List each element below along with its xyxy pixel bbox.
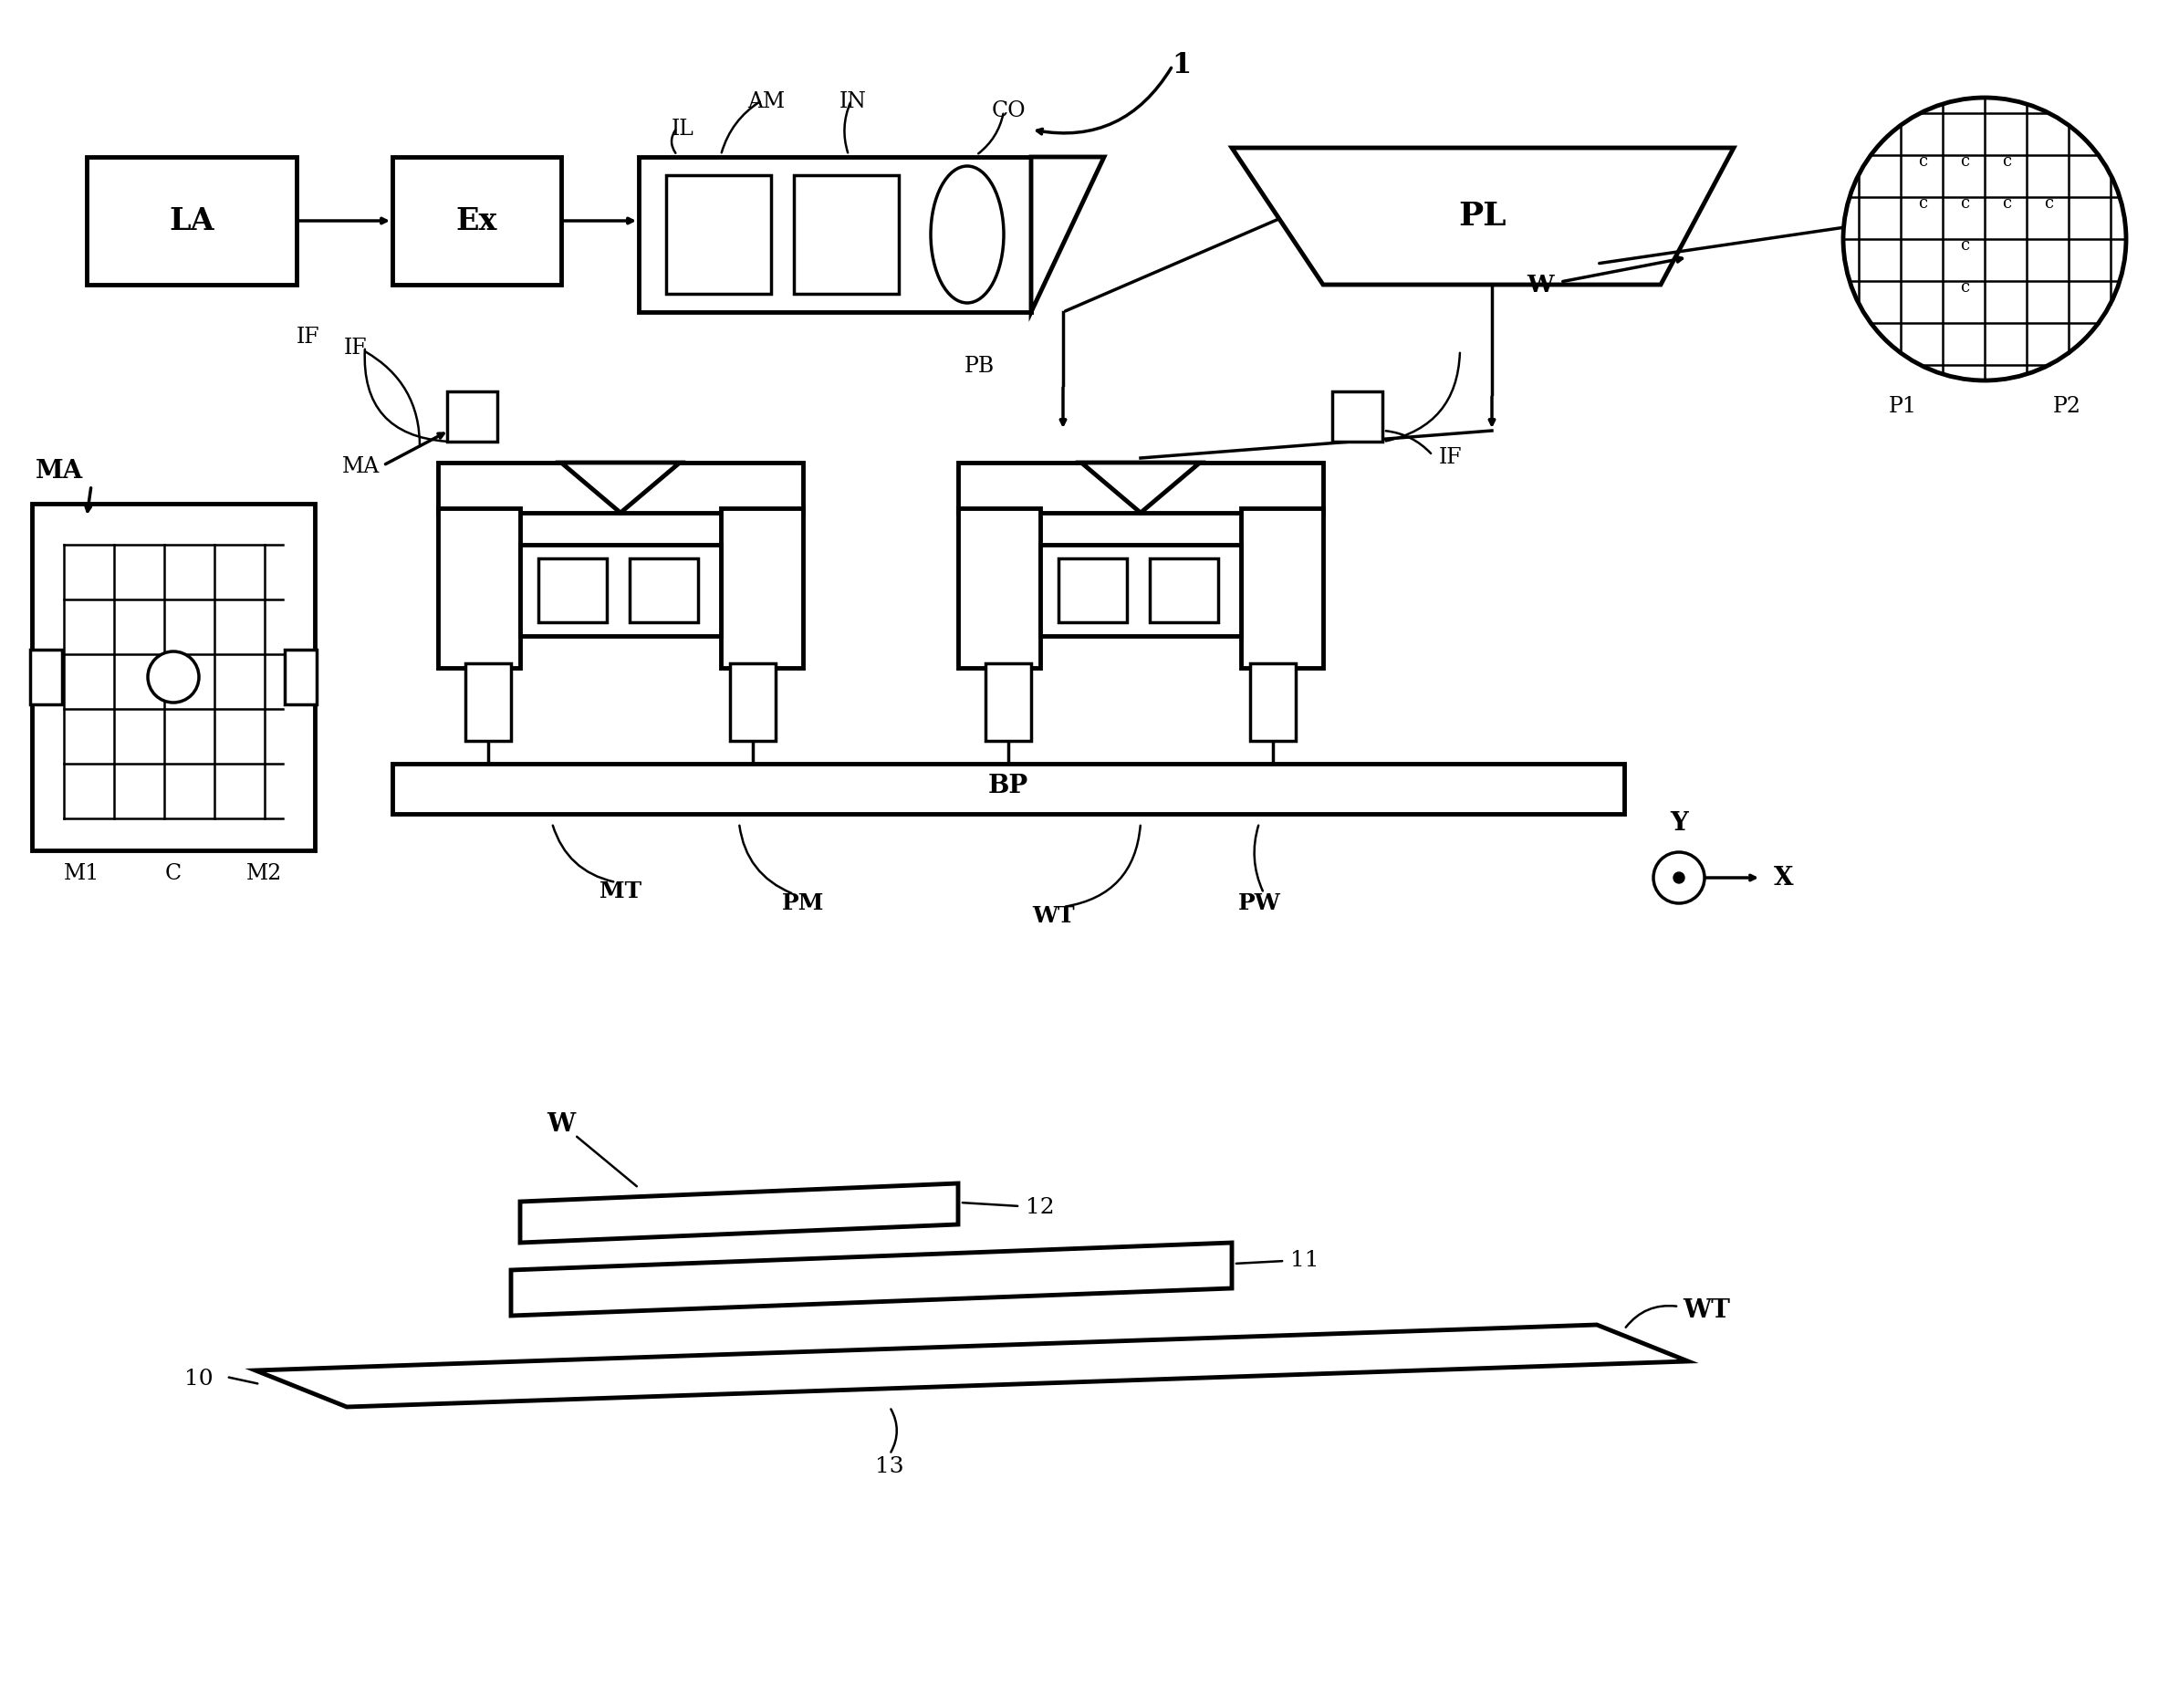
Text: MA: MA — [342, 456, 379, 478]
Bar — [285, 649, 316, 704]
Bar — [630, 559, 697, 622]
Text: 1: 1 — [1172, 51, 1192, 80]
Bar — [1151, 559, 1218, 622]
Text: M2: M2 — [246, 863, 283, 883]
Text: P1: P1 — [1889, 396, 1918, 417]
Bar — [31, 649, 61, 704]
Bar — [538, 559, 606, 622]
Text: BP: BP — [987, 774, 1028, 798]
Text: CO: CO — [991, 101, 1026, 121]
Bar — [730, 663, 776, 741]
Bar — [793, 176, 898, 294]
Text: AM: AM — [747, 92, 784, 113]
Text: 11: 11 — [1290, 1250, 1318, 1271]
Polygon shape — [512, 1243, 1231, 1315]
Bar — [87, 157, 296, 285]
Text: Y: Y — [1669, 811, 1689, 835]
Text: MT: MT — [599, 880, 641, 902]
Text: c: c — [2003, 195, 2011, 212]
Polygon shape — [1081, 463, 1201, 512]
Text: WT: WT — [1033, 905, 1074, 927]
Bar — [521, 545, 721, 635]
Polygon shape — [562, 463, 680, 512]
Text: PB: PB — [965, 357, 994, 377]
Text: IF: IF — [296, 328, 320, 348]
Circle shape — [1843, 97, 2127, 381]
Text: c: c — [2044, 195, 2053, 212]
Bar — [1242, 509, 1323, 668]
Text: c: c — [1959, 195, 1970, 212]
Text: c: c — [1959, 278, 1970, 295]
Text: Ex: Ex — [455, 205, 497, 236]
Bar — [392, 157, 562, 285]
Bar — [1039, 545, 1242, 635]
Text: P2: P2 — [2053, 396, 2081, 417]
Text: PW: PW — [1238, 892, 1281, 914]
Text: W: W — [1527, 273, 1554, 295]
Text: WT: WT — [1682, 1298, 1730, 1324]
Text: IL: IL — [671, 120, 693, 140]
Text: c: c — [1918, 195, 1926, 212]
Bar — [638, 157, 1031, 313]
Polygon shape — [1031, 157, 1105, 313]
Text: X: X — [1774, 866, 1793, 890]
Text: 12: 12 — [1026, 1197, 1055, 1218]
Circle shape — [1673, 873, 1684, 883]
Text: PM: PM — [782, 892, 824, 914]
Text: c: c — [1959, 237, 1970, 254]
Bar — [959, 509, 1039, 668]
Text: c: c — [2003, 154, 2011, 169]
Polygon shape — [521, 1184, 959, 1243]
Text: IF: IF — [1438, 447, 1462, 468]
Text: IF: IF — [344, 338, 366, 359]
Text: MA: MA — [35, 459, 83, 483]
Bar — [985, 663, 1031, 741]
Bar — [438, 509, 521, 668]
Text: W: W — [547, 1112, 575, 1136]
Bar — [721, 509, 804, 668]
Bar — [33, 504, 314, 851]
Text: C: C — [166, 863, 181, 883]
Text: PL: PL — [1458, 202, 1506, 232]
Text: 13: 13 — [876, 1455, 904, 1477]
Text: c: c — [1959, 154, 1970, 169]
Bar — [1331, 391, 1381, 442]
Bar — [1251, 663, 1297, 741]
Bar — [959, 463, 1323, 512]
Text: 10: 10 — [185, 1370, 214, 1390]
Ellipse shape — [930, 166, 1005, 302]
Bar — [466, 663, 512, 741]
Text: IN: IN — [839, 92, 867, 113]
Bar — [447, 391, 497, 442]
Polygon shape — [255, 1325, 1689, 1407]
Bar — [1059, 559, 1127, 622]
Circle shape — [1654, 852, 1704, 904]
Bar — [667, 176, 771, 294]
Text: LA: LA — [170, 205, 214, 236]
Polygon shape — [1231, 149, 1734, 285]
Bar — [438, 463, 804, 512]
Circle shape — [148, 651, 198, 702]
Text: M1: M1 — [63, 863, 100, 883]
Bar — [392, 763, 1623, 813]
Text: c: c — [1918, 154, 1926, 169]
